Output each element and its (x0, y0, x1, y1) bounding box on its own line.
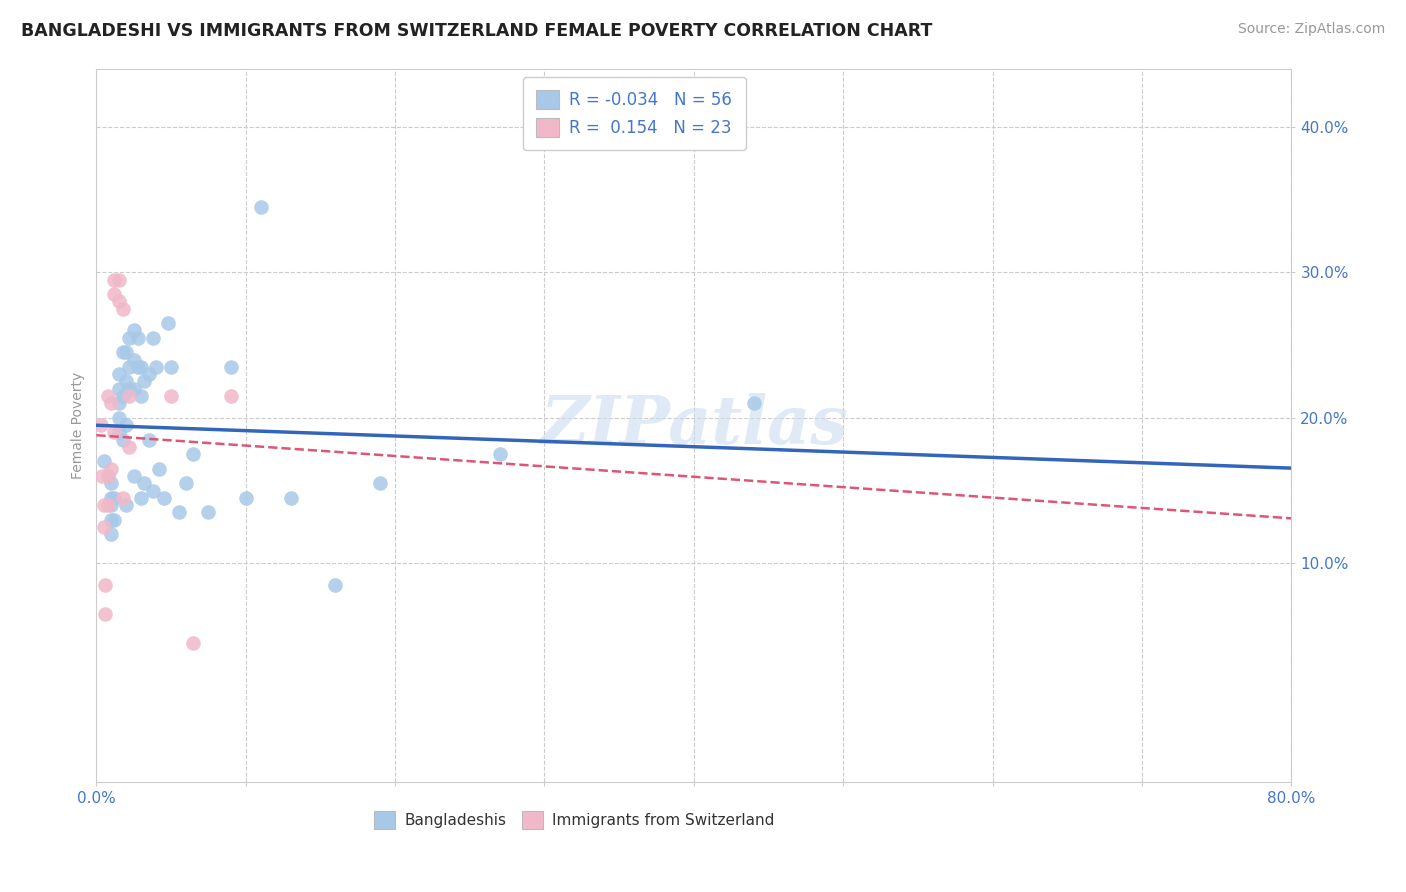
Point (100, 513, 122, 527)
Point (107, 367, 129, 381)
Point (219, 359, 242, 374)
Point (100, 527, 122, 541)
Point (368, 476, 391, 491)
Point (488, 447, 510, 461)
Point (107, 410, 129, 425)
Point (115, 418, 138, 433)
Point (103, 491, 125, 505)
Point (112, 433, 135, 447)
Y-axis label: Female Poverty: Female Poverty (72, 371, 86, 479)
Point (94, 578, 117, 592)
Point (118, 359, 141, 374)
Point (115, 375, 138, 389)
Point (152, 491, 174, 505)
Point (183, 447, 205, 461)
Point (100, 498, 122, 512)
Point (103, 425, 125, 440)
Point (249, 200, 271, 214)
Text: BANGLADESHI VS IMMIGRANTS FROM SWITZERLAND FEMALE POVERTY CORRELATION CHART: BANGLADESHI VS IMMIGRANTS FROM SWITZERLA… (21, 22, 932, 40)
Point (115, 498, 138, 512)
Point (112, 301, 135, 316)
Point (742, 396, 765, 410)
Point (134, 375, 156, 389)
Text: Source: ZipAtlas.com: Source: ZipAtlas.com (1237, 22, 1385, 37)
Point (160, 359, 183, 374)
Point (97, 389, 120, 403)
Point (107, 425, 129, 440)
Point (112, 389, 135, 403)
Point (129, 491, 152, 505)
Legend: Bangladeshis, Immigrants from Switzerland: Bangladeshis, Immigrants from Switzerlan… (368, 805, 780, 835)
Point (142, 331, 165, 345)
Point (91, 469, 114, 483)
Point (129, 389, 152, 403)
Point (100, 476, 122, 491)
Point (138, 433, 160, 447)
Point (122, 382, 145, 396)
Point (127, 331, 149, 345)
Point (100, 491, 122, 505)
Point (97, 469, 120, 483)
Point (115, 345, 138, 359)
Point (103, 513, 125, 527)
Point (127, 359, 149, 374)
Point (219, 389, 242, 403)
Point (157, 316, 180, 330)
Point (118, 382, 141, 396)
Point (93, 520, 115, 534)
Point (90, 418, 112, 433)
Point (100, 396, 122, 410)
Point (235, 491, 257, 505)
Point (122, 352, 145, 367)
Point (160, 389, 183, 403)
Point (280, 491, 302, 505)
Point (325, 578, 347, 592)
Point (112, 345, 135, 359)
Point (107, 272, 129, 286)
Point (134, 476, 156, 491)
Point (103, 272, 125, 286)
Point (107, 382, 129, 396)
Point (122, 324, 145, 338)
Point (138, 367, 160, 381)
Point (107, 294, 129, 309)
Point (118, 331, 141, 345)
Point (97, 469, 120, 483)
Point (197, 505, 219, 519)
Point (107, 396, 129, 410)
Point (122, 469, 145, 483)
Point (118, 440, 141, 454)
Point (103, 287, 125, 301)
Point (97, 498, 120, 512)
Point (118, 389, 141, 403)
Point (167, 505, 190, 519)
Point (148, 462, 170, 476)
Point (94, 607, 117, 622)
Point (93, 454, 115, 468)
Point (183, 636, 205, 650)
Point (129, 359, 152, 374)
Point (112, 491, 135, 505)
Point (145, 359, 167, 374)
Point (93, 498, 115, 512)
Point (142, 483, 165, 498)
Point (174, 476, 197, 491)
Text: ZIPatlas: ZIPatlas (540, 392, 848, 458)
Point (100, 462, 122, 476)
